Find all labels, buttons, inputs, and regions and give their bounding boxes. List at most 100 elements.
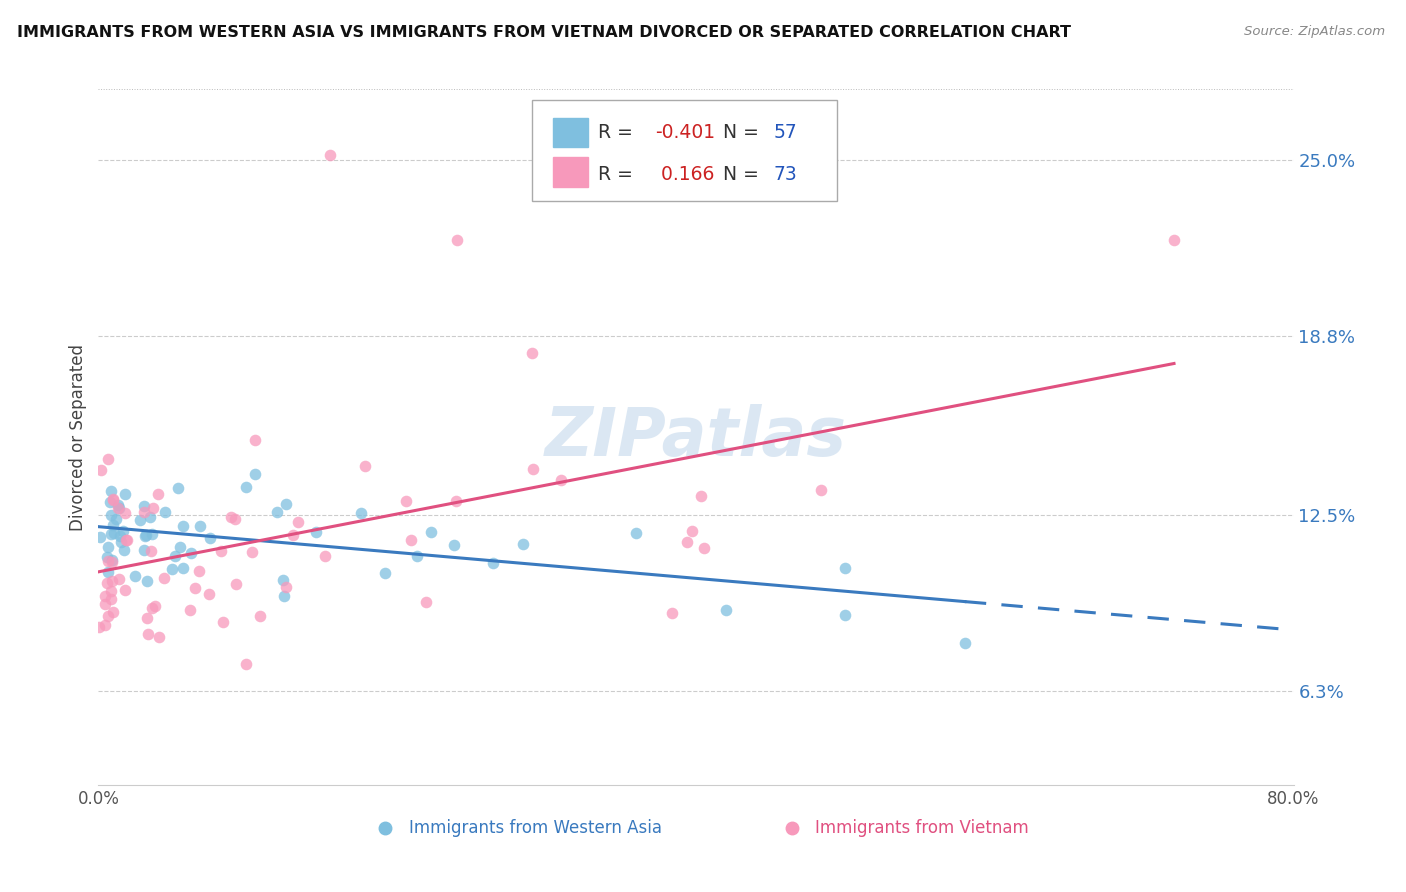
Point: [522, 462, 544, 476]
Point: [132, 542, 155, 557]
Text: R =: R =: [598, 165, 638, 184]
FancyBboxPatch shape: [533, 100, 837, 201]
Point: [96, 549, 118, 564]
Point: [225, 577, 247, 591]
Point: [87, 620, 110, 634]
Point: [146, 487, 169, 501]
Point: [482, 556, 505, 570]
Point: [97, 609, 120, 624]
Point: [134, 529, 156, 543]
Text: -0.401: -0.401: [655, 123, 716, 142]
Point: [148, 630, 170, 644]
Point: [271, 573, 294, 587]
Text: 73: 73: [773, 165, 797, 184]
Point: [163, 549, 186, 564]
Text: IMMIGRANTS FROM WESTERN ASIA VS IMMIGRANTS FROM VIETNAM DIVORCED OR SEPARATED CO: IMMIGRANTS FROM WESTERN ASIA VS IMMIGRAN…: [17, 25, 1071, 40]
Text: N =: N =: [724, 165, 765, 184]
Point: [212, 615, 235, 629]
Point: [90, 463, 112, 477]
Point: [103, 525, 125, 540]
Point: [273, 589, 295, 603]
Point: [153, 571, 176, 585]
Point: [114, 507, 136, 521]
Point: [98, 495, 121, 509]
Point: [405, 549, 427, 564]
Point: [100, 555, 122, 569]
Point: [100, 527, 122, 541]
Point: [136, 611, 159, 625]
Point: [443, 538, 465, 552]
Text: N =: N =: [724, 123, 765, 142]
Point: [101, 605, 124, 619]
Point: [953, 635, 976, 649]
Point: [446, 233, 468, 247]
Point: [101, 517, 124, 532]
Point: [108, 529, 131, 543]
Text: Immigrants from Western Asia: Immigrants from Western Asia: [409, 819, 662, 837]
Point: [401, 533, 423, 548]
Point: [96, 575, 118, 590]
Point: [693, 541, 716, 555]
Point: [626, 525, 648, 540]
Point: [112, 524, 135, 539]
Point: [132, 505, 155, 519]
Point: [319, 147, 342, 161]
Point: [714, 603, 737, 617]
Point: [115, 533, 138, 548]
Point: [676, 535, 699, 549]
Point: [661, 606, 683, 620]
Point: [520, 346, 543, 360]
Point: [243, 433, 266, 447]
Point: [187, 564, 209, 578]
Point: [94, 617, 117, 632]
Point: [350, 507, 373, 521]
Text: 57: 57: [773, 123, 797, 142]
Point: [287, 515, 309, 529]
Point: [834, 608, 856, 623]
Point: [141, 527, 163, 541]
Point: [219, 509, 242, 524]
Point: [180, 546, 202, 560]
Point: [100, 592, 122, 607]
Point: [101, 553, 124, 567]
Point: [249, 609, 271, 624]
Point: [94, 589, 117, 603]
Point: [235, 657, 257, 672]
Point: [124, 569, 146, 583]
Point: [245, 467, 267, 482]
Point: [183, 582, 205, 596]
Point: [103, 493, 125, 508]
Text: ZIPatlas: ZIPatlas: [546, 404, 846, 470]
Point: [167, 482, 190, 496]
Point: [143, 599, 166, 614]
Point: [172, 560, 194, 574]
Point: [266, 505, 288, 519]
Point: [1163, 233, 1185, 247]
Point: [100, 508, 122, 522]
Point: [114, 487, 136, 501]
Point: [139, 543, 162, 558]
Point: [107, 501, 129, 516]
Point: [135, 574, 157, 589]
Point: [129, 513, 152, 527]
Point: [97, 540, 120, 554]
Point: [512, 537, 534, 551]
Point: [115, 533, 138, 548]
Point: [97, 554, 120, 568]
Point: [188, 519, 211, 533]
Text: Source: ZipAtlas.com: Source: ZipAtlas.com: [1244, 25, 1385, 38]
Point: [415, 595, 437, 609]
Point: [135, 527, 157, 541]
Point: [209, 544, 232, 558]
Point: [89, 530, 111, 544]
Text: Immigrants from Vietnam: Immigrants from Vietnam: [815, 819, 1029, 837]
Point: [420, 525, 443, 540]
Point: [276, 580, 298, 594]
Point: [136, 627, 159, 641]
Text: 0.166: 0.166: [655, 165, 714, 184]
Point: [139, 510, 162, 524]
Point: [142, 501, 165, 516]
Text: R =: R =: [598, 123, 638, 142]
Point: [172, 519, 194, 533]
Point: [353, 459, 375, 474]
